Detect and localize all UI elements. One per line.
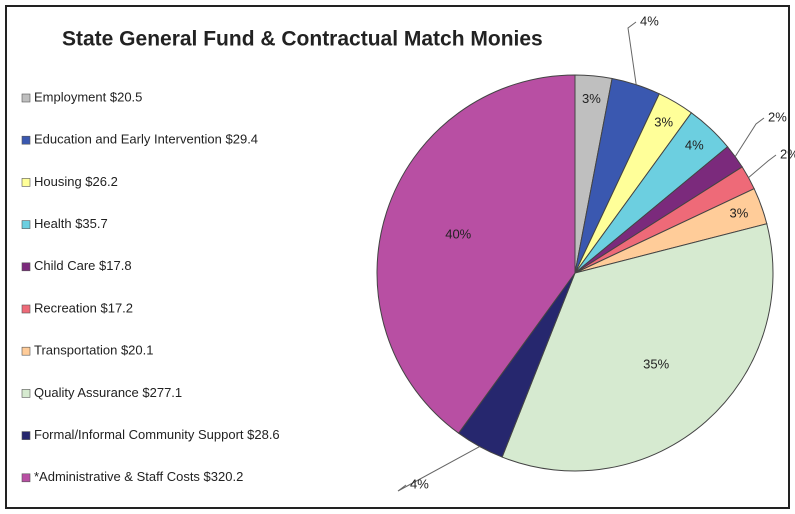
chart-title: State General Fund & Contractual Match M… bbox=[62, 28, 543, 51]
legend-label: Education and Early Intervention $29.4 bbox=[34, 132, 258, 147]
leader-line bbox=[734, 117, 765, 157]
legend-swatch bbox=[21, 389, 31, 398]
data-label: 35% bbox=[643, 357, 669, 372]
leader-line bbox=[397, 446, 480, 492]
pie-slice bbox=[501, 223, 774, 472]
legend-label: Housing $26.2 bbox=[34, 174, 118, 189]
legend-swatch bbox=[21, 473, 31, 483]
data-label: 3% bbox=[654, 114, 673, 129]
legend-swatch bbox=[21, 220, 31, 229]
legend-label: *Administrative & Staff Costs $320.2 bbox=[34, 469, 243, 484]
data-label: 2% bbox=[768, 109, 787, 124]
legend-swatch bbox=[21, 431, 31, 440]
data-label: 40% bbox=[445, 227, 471, 242]
leader-line bbox=[627, 21, 637, 85]
legend-label: Transportation $20.1 bbox=[34, 343, 153, 358]
legend: Employment $20.5 Education and Early Inte… bbox=[21, 89, 280, 484]
data-label: 4% bbox=[640, 13, 659, 28]
legend-label: Employment $20.5 bbox=[34, 89, 142, 104]
data-label: 3% bbox=[730, 205, 749, 220]
legend-label: Formal/Informal Community Support $28.6 bbox=[34, 427, 280, 442]
legend-swatch bbox=[21, 135, 31, 145]
legend-swatch bbox=[21, 262, 31, 272]
data-label: 4% bbox=[410, 476, 429, 491]
legend-swatch bbox=[21, 178, 31, 187]
leader-line bbox=[748, 154, 777, 178]
data-label: 4% bbox=[685, 137, 704, 152]
legend-swatch bbox=[21, 93, 31, 103]
legend-label: Quality Assurance $277.1 bbox=[34, 385, 182, 400]
legend-swatch bbox=[21, 304, 31, 314]
pie-slice bbox=[376, 74, 576, 434]
data-label: 2% bbox=[780, 146, 795, 161]
legend-label: Health $35.7 bbox=[34, 216, 108, 231]
legend-label: Child Care $17.8 bbox=[34, 258, 132, 273]
data-label: 3% bbox=[582, 91, 601, 106]
legend-swatch bbox=[21, 346, 31, 356]
legend-label: Recreation $17.2 bbox=[34, 300, 133, 315]
